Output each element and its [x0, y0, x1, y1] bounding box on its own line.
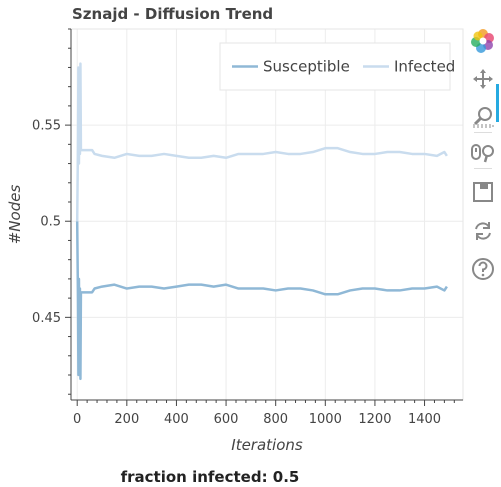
help-tool-icon[interactable]: [470, 256, 496, 282]
save-tool-icon[interactable]: [470, 179, 496, 205]
footer-text: fraction infected: 0.5: [120, 468, 300, 486]
legend-box: [219, 42, 451, 91]
x-tick-label: 1400: [408, 412, 441, 427]
axes: 0 200 400 600 800 1000 1200 1400 0.45 0.5 0.55: [32, 28, 463, 427]
toolbar-separator: [474, 132, 492, 133]
pan-tool-icon[interactable]: [470, 66, 496, 92]
reset-tool-icon[interactable]: [470, 218, 496, 244]
y-tick-label: 0.55: [32, 119, 61, 134]
x-tick-label: 0: [73, 412, 81, 427]
bokeh-logo-icon: [470, 28, 496, 54]
y-tick-label: 0.45: [32, 311, 61, 326]
x-tick-label: 400: [164, 412, 189, 427]
toolbar-separator: [474, 168, 492, 169]
x-tick-label: 1200: [358, 412, 391, 427]
active-tool-indicator: [496, 84, 499, 122]
y-axis-title: #Nodes: [6, 185, 24, 245]
x-tick-label: 1000: [309, 412, 342, 427]
chart-title: Sznajd - Diffusion Trend: [72, 5, 273, 23]
legend-label-susceptible: Susceptible: [263, 58, 350, 76]
series-line-infected: [75, 62, 448, 222]
x-tick-label: 200: [114, 412, 139, 427]
legend: Susceptible Infected: [219, 42, 455, 91]
legend-label-infected: Infected: [394, 58, 455, 76]
x-axis-title: Iterations: [231, 436, 303, 454]
wheel-zoom-tool-icon[interactable]: [470, 140, 496, 166]
x-tick-label: 600: [214, 412, 239, 427]
series-lines: [75, 62, 448, 381]
y-tick-label: 0.5: [40, 215, 61, 230]
series-line-susceptible: [75, 221, 448, 381]
x-tick-label: 800: [263, 412, 288, 427]
box-zoom-tool-icon[interactable]: [470, 104, 496, 130]
